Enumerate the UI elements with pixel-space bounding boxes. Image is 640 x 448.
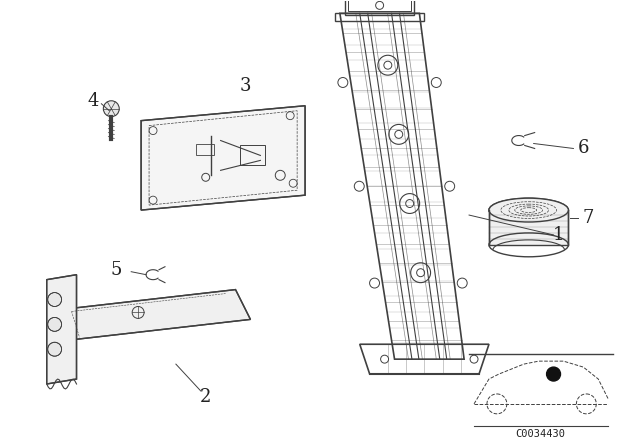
Bar	[345, 0, 415, 15]
Text: 7: 7	[582, 209, 594, 227]
Text: C0034430: C0034430	[516, 429, 566, 439]
Text: 6: 6	[578, 139, 589, 157]
Ellipse shape	[489, 198, 568, 222]
Polygon shape	[141, 106, 305, 210]
Ellipse shape	[489, 198, 568, 222]
Polygon shape	[47, 275, 77, 384]
Polygon shape	[61, 289, 250, 339]
Circle shape	[547, 367, 561, 381]
Circle shape	[48, 342, 61, 356]
Bar	[196, 143, 214, 155]
Text: 5: 5	[111, 261, 122, 279]
Bar	[241, 146, 266, 165]
Bar	[348, 0, 412, 11]
Text: 3: 3	[240, 77, 252, 95]
Circle shape	[48, 318, 61, 332]
Circle shape	[48, 293, 61, 306]
Text: 2: 2	[200, 388, 211, 406]
Circle shape	[103, 101, 119, 116]
Text: 1: 1	[553, 226, 564, 244]
Text: 4: 4	[88, 92, 99, 110]
Bar	[489, 210, 568, 245]
